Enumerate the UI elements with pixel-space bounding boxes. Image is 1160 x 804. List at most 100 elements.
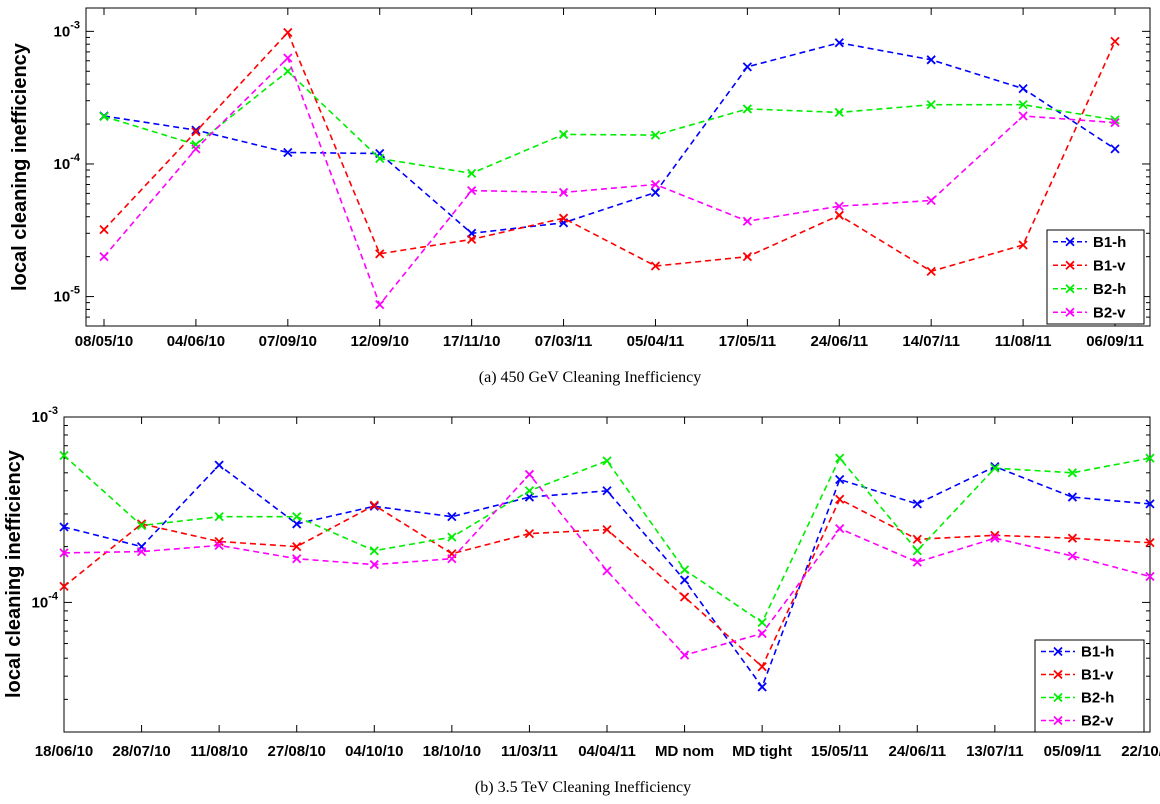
point-b-b1-v-3 [292, 541, 302, 552]
series-line-a-b2-h [103, 70, 1116, 175]
point-b-b2-h-4 [369, 546, 379, 556]
legend-item-a-b1-h: B1-h [1053, 234, 1126, 251]
point-a-b2-h-6 [650, 130, 661, 140]
legend-item-b-b2-v: B2-v [1041, 713, 1114, 730]
xtick-label-b-1: 28/07/10 [112, 743, 170, 760]
point-b-b2-h-13 [1067, 468, 1078, 478]
point-a-b1-h-7 [742, 62, 753, 72]
plot-frame-b [63, 416, 1151, 733]
legend-item-a-b2-h: B2-h [1053, 281, 1126, 298]
point-a-b2-v-10 [1018, 111, 1028, 121]
ytick-label-a-2: 10-3 [54, 19, 80, 40]
point-a-b2-h-7 [742, 104, 753, 114]
point-a-b2-h-2 [283, 66, 293, 76]
point-b-b2-v-8 [679, 650, 690, 660]
series-line-a-b1-v [103, 31, 1116, 273]
xtick-label-b-7: 04/04/11 [578, 743, 636, 760]
legend-label-a-b1-h: B1-h [1093, 234, 1126, 251]
point-b-b2-h-5 [447, 532, 457, 542]
xtick-label-b-14: 22/10/11 [1121, 743, 1160, 760]
point-b-b2-v-1 [136, 546, 147, 557]
series-b-b2-h [59, 450, 1155, 628]
series-a-b1-h [99, 38, 1120, 238]
legend-box-a [1046, 229, 1145, 325]
legend-item-b-b1-h: B1-h [1041, 644, 1114, 661]
point-a-b1-v-5 [558, 213, 569, 223]
series-line-a-b2-v [103, 56, 1116, 307]
point-b-b1-v-9 [757, 662, 767, 672]
point-b-b1-v-6 [524, 528, 535, 539]
legend-label-b-b2-v: B2-v [1081, 713, 1114, 730]
point-b-b1-h-0 [59, 522, 69, 532]
point-b-b2-v-4 [369, 559, 379, 570]
legend-item-a-b1-v: B1-v [1053, 257, 1126, 274]
point-b-b2-h-12 [990, 463, 1000, 473]
point-a-b1-h-2 [283, 147, 293, 158]
point-a-b1-v-7 [742, 252, 753, 262]
point-b-b1-v-0 [59, 581, 69, 592]
legend-item-a-b2-v: B2-v [1053, 304, 1126, 321]
point-a-b2-v-0 [99, 252, 109, 262]
xtick-label-a-1: 04/06/10 [167, 333, 225, 350]
point-b-b1-v-4 [369, 500, 379, 510]
point-a-b1-v-8 [834, 210, 844, 220]
point-b-b2-v-9 [757, 628, 767, 639]
point-a-b2-v-9 [926, 195, 936, 206]
xtick-label-a-4: 17/11/10 [443, 333, 501, 350]
point-b-b1-h-13 [1067, 492, 1078, 502]
point-a-b2-v-7 [742, 216, 753, 226]
point-a-b2-h-0 [99, 111, 109, 122]
xtick-label-a-3: 12/09/10 [351, 333, 409, 350]
ytick-label-b-1: 10-3 [32, 405, 58, 426]
point-a-b1-v-4 [466, 234, 477, 245]
point-b-b2-v-2 [214, 540, 224, 551]
legend-a: B1-h B1-v B2-h B2-v [1046, 229, 1145, 325]
point-a-b2-h-9 [926, 100, 936, 110]
point-b-b2-h-7 [602, 456, 612, 466]
series-a-b2-h [99, 66, 1120, 178]
point-a-b2-v-11 [1110, 117, 1120, 128]
point-b-b2-v-12 [990, 533, 1000, 543]
point-b-b1-v-13 [1067, 533, 1078, 543]
legend-label-a-b2-v: B2-v [1093, 304, 1126, 321]
point-b-b1-v-8 [679, 592, 690, 602]
point-a-b1-v-3 [375, 249, 385, 259]
legend-item-b-b2-h: B2-h [1041, 690, 1114, 707]
point-a-b1-v-11 [1110, 36, 1120, 47]
ytick-label-b-0: 10-4 [32, 590, 59, 611]
xtick-label-b-5: 18/10/10 [423, 743, 481, 760]
series-a-b1-v [99, 27, 1120, 276]
point-b-b2-v-10 [835, 523, 845, 534]
point-a-b2-h-3 [375, 153, 385, 164]
point-b-b2-v-3 [292, 554, 302, 564]
point-b-b2-h-10 [835, 453, 845, 463]
point-a-b2-v-5 [558, 187, 569, 198]
point-a-b2-v-4 [466, 185, 477, 196]
series-b-b1-v [59, 494, 1155, 672]
series-line-b-b2-v [63, 473, 1151, 657]
point-b-b2-h-0 [59, 450, 69, 461]
point-a-b1-h-1 [191, 125, 201, 135]
xtick-label-a-9: 14/07/11 [902, 333, 960, 350]
xtick-label-a-0: 08/05/10 [75, 333, 133, 350]
point-b-b1-h-8 [679, 575, 690, 585]
legend-label-a-b2-h: B2-h [1093, 281, 1126, 298]
series-b-b2-v [59, 469, 1155, 660]
point-a-b1-v-9 [926, 266, 936, 276]
point-a-b1-v-0 [99, 224, 109, 235]
xtick-label-b-13: 05/09/11 [1044, 743, 1102, 760]
point-b-b1-h-2 [214, 460, 224, 470]
point-b-b1-h-3 [292, 519, 302, 529]
point-b-b2-v-11 [912, 557, 922, 567]
point-a-b2-v-6 [650, 179, 661, 190]
point-b-b1-v-7 [602, 524, 612, 535]
ylabel-b: local cleaning inefficiency [3, 449, 25, 698]
point-b-b1-v-2 [214, 536, 224, 547]
point-a-b1-h-9 [926, 55, 936, 65]
series-line-b-b1-v [63, 498, 1151, 669]
point-b-b1-v-11 [912, 534, 922, 544]
legend-item-b-b1-v: B1-v [1041, 667, 1114, 684]
xtick-label-a-7: 17/05/11 [719, 333, 777, 350]
point-a-b2-v-1 [191, 144, 201, 154]
legend-label-a-b1-v: B1-v [1093, 257, 1126, 274]
